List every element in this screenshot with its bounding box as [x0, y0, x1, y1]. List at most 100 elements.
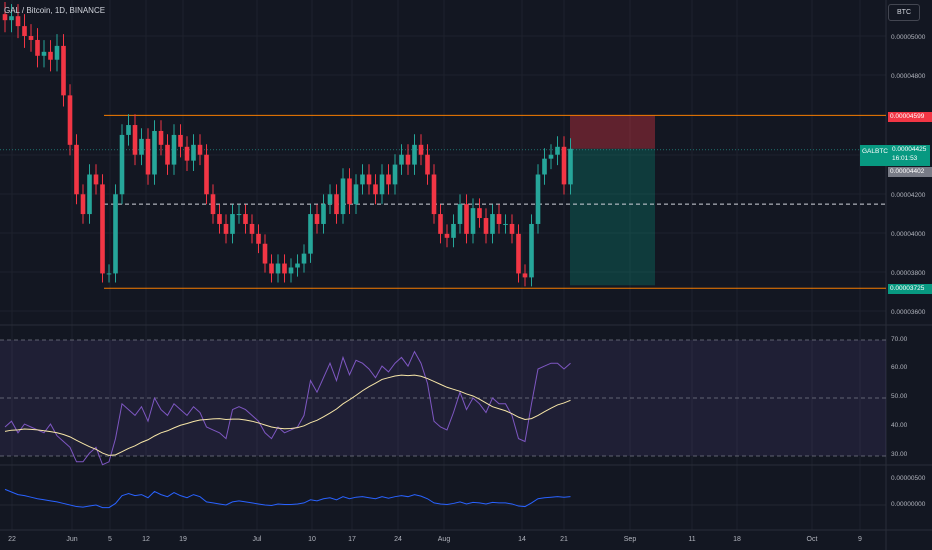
- candle-body: [353, 184, 359, 205]
- candle-body: [106, 273, 112, 275]
- candle-body: [568, 148, 573, 185]
- stop-loss-zone: [570, 115, 655, 149]
- time-label: Jun: [66, 536, 78, 543]
- candle-body: [373, 184, 378, 195]
- candle-body: [236, 214, 242, 216]
- candle-body: [15, 16, 21, 27]
- price-tick: 0.00003600: [891, 309, 926, 316]
- candle-body: [119, 134, 125, 195]
- candle-body: [262, 243, 268, 264]
- candle-body: [54, 45, 60, 60]
- rsi-ma-line: [4, 374, 571, 456]
- candle-body: [9, 16, 14, 21]
- candle-body: [269, 263, 274, 274]
- candle-body: [204, 154, 209, 195]
- candle-body: [223, 223, 229, 234]
- candle-body: [451, 223, 456, 238]
- time-label: 12: [142, 536, 150, 543]
- candle-body: [2, 14, 8, 21]
- candle-body: [217, 214, 222, 224]
- candle-body: [308, 214, 313, 254]
- candle-body: [444, 233, 450, 238]
- range-top-price-tag: 0.00004599: [888, 112, 932, 122]
- candle-body: [535, 174, 541, 224]
- time-label: Jul: [252, 536, 262, 543]
- currency-badge[interactable]: BTC: [888, 4, 920, 21]
- time-label: 22: [8, 536, 16, 543]
- candle-body: [28, 36, 34, 40]
- candle-body: [360, 174, 365, 185]
- candle-body: [405, 154, 411, 165]
- candle-body: [386, 174, 391, 185]
- candle-body: [516, 233, 521, 274]
- candle-body: [314, 214, 320, 224]
- candle-body: [490, 214, 495, 234]
- time-label: 9: [858, 536, 862, 543]
- rsi-tick: 40.00: [891, 422, 908, 429]
- rsi-tick: 30.00: [891, 451, 908, 458]
- time-label: Sep: [623, 536, 637, 543]
- candle-body: [87, 174, 92, 215]
- candle-body: [379, 174, 385, 195]
- time-label: 11: [688, 536, 696, 543]
- chart-title: GAL / Bitcoin, 1D, BINANCE: [4, 6, 106, 15]
- rsi-tick: 70.00: [891, 336, 908, 343]
- candle-body: [210, 194, 216, 215]
- candle-body: [197, 144, 203, 155]
- candle-body: [542, 158, 547, 175]
- candle-body: [366, 174, 372, 185]
- candle-body: [275, 263, 281, 274]
- candle-body: [282, 263, 287, 274]
- take-profit-zone: [570, 148, 655, 286]
- candle-body: [22, 26, 27, 36]
- bar-countdown: 16:01:53: [892, 155, 918, 162]
- price-tick: 0.00005000: [891, 34, 926, 41]
- current-price-value: 0.00004425: [892, 146, 927, 153]
- candle-body: [399, 154, 404, 165]
- time-label: 14: [518, 536, 526, 543]
- candle-body: [249, 223, 255, 234]
- current-price-symbol: GALBTC: [862, 148, 889, 155]
- time-label: Aug: [437, 536, 451, 543]
- candle-body: [321, 204, 326, 224]
- candle-body: [243, 214, 248, 224]
- rsi-tick: 60.00: [891, 364, 908, 371]
- candle-body: [288, 267, 294, 274]
- candle-body: [561, 146, 567, 185]
- candle-body: [483, 218, 489, 234]
- time-label: 24: [394, 536, 402, 543]
- candle-body: [80, 194, 86, 215]
- candle-body: [67, 95, 73, 145]
- candle-body: [438, 214, 443, 234]
- time-label: 10: [308, 536, 316, 543]
- time-label: 17: [348, 536, 356, 543]
- candle-body: [347, 178, 352, 205]
- time-label: 5: [108, 536, 112, 543]
- candle-body: [171, 134, 177, 165]
- candle-body: [470, 208, 476, 234]
- candle-body: [503, 223, 508, 225]
- time-label: 21: [560, 536, 568, 543]
- candle-body: [152, 130, 157, 175]
- candle-body: [132, 125, 138, 155]
- range-bottom-price-tag: 0.00003725: [888, 284, 932, 294]
- candle-body: [113, 194, 118, 274]
- oscillator-line: [4, 488, 571, 509]
- rsi-line: [4, 350, 571, 466]
- time-label: 18: [733, 536, 741, 543]
- candle-body: [74, 144, 79, 195]
- candle-body: [522, 273, 528, 278]
- previous-close-tag: 0.00004402: [888, 167, 932, 177]
- candle-body: [35, 39, 40, 56]
- rsi-tick: 50.00: [891, 393, 908, 400]
- candle-body: [93, 174, 99, 185]
- candle-body: [184, 146, 190, 161]
- candle-body: [139, 138, 144, 155]
- candle-body: [425, 154, 430, 175]
- candle-body: [48, 51, 53, 60]
- osc-tick: 0.00000000: [891, 501, 926, 508]
- candle-body: [529, 223, 534, 278]
- current-price-tag: [860, 145, 930, 166]
- candle-body: [126, 125, 131, 135]
